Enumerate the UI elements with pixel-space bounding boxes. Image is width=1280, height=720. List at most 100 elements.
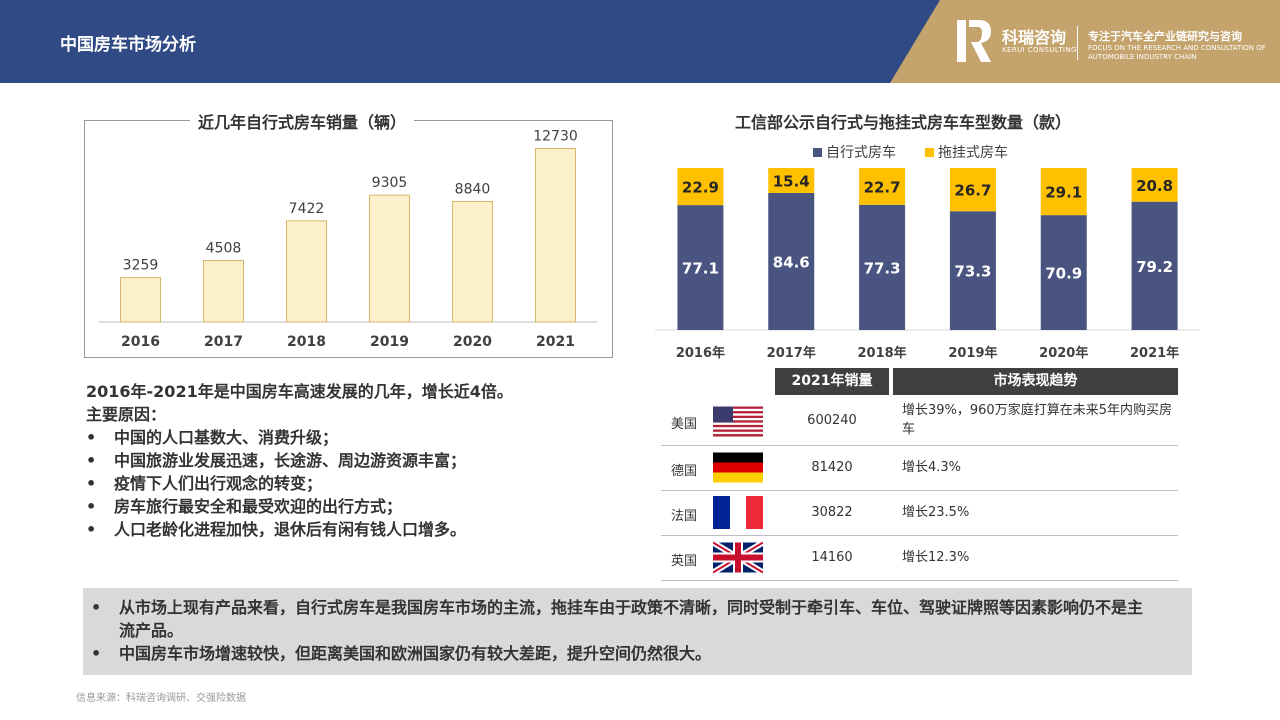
table-header-trend: 市场表现趋势 <box>893 368 1178 395</box>
tick-label: 2017 <box>204 334 243 350</box>
bar-segment <box>859 168 906 205</box>
summary-box: 从市场上现有产品来看，自行式房车是我国房车市场的主流，拖挂车由于政策不清晰，同时… <box>83 588 1192 675</box>
bar <box>120 277 161 323</box>
table-header-sales: 2021年销量 <box>775 368 889 395</box>
list-item: 从市场上现有产品来看，自行式房车是我国房车市场的主流，拖挂车由于政策不清晰，同时… <box>91 596 1152 642</box>
table-row: 英国 14160 增长12.3% <box>661 536 1178 581</box>
trend-text: 增长23.5% <box>902 505 970 520</box>
kerui-logo-icon <box>957 20 991 62</box>
data-label: 3259 <box>123 258 159 274</box>
data-label: 7422 <box>289 201 325 217</box>
tick-label: 2018 <box>287 334 326 350</box>
list-item: 中国旅游业发展迅速，长途游、周边游资源丰富； <box>86 449 606 472</box>
data-label: 77.1 <box>682 260 719 278</box>
data-label: 4508 <box>206 241 242 257</box>
sales-value: 81420 <box>811 460 853 475</box>
table-row: 德国 81420 增长4.3% <box>661 446 1178 491</box>
data-label: 22.9 <box>682 179 719 197</box>
bar-segment <box>768 192 815 330</box>
list-item: 疫情下人们出行观念的转变； <box>86 472 606 495</box>
list-item: 人口老龄化进程加快，退休后有闲有钱人口增多。 <box>86 518 606 541</box>
tick-label: 2020年 <box>1039 345 1088 361</box>
analysis-heading: 2016年-2021年是中国房车高速发展的几年，增长近4倍。 <box>86 382 513 401</box>
tick-label: 2020 <box>453 334 492 350</box>
bar-segment <box>768 168 815 193</box>
analysis-block: 2016年-2021年是中国房车高速发展的几年，增长近4倍。 主要原因： 中国的… <box>86 380 606 541</box>
bar-segment <box>949 168 996 212</box>
us-flag-icon <box>713 406 763 437</box>
country-name: 法国 <box>671 509 698 524</box>
reasons-list: 中国的人口基数大、消费升级； 中国旅游业发展迅速，长途游、周边游资源丰富； 疫情… <box>86 426 606 541</box>
sales-value: 30822 <box>811 505 853 520</box>
bar-segment <box>1131 201 1178 330</box>
data-label: 8840 <box>455 182 491 198</box>
sales-bar-chart: 3259 2016 4508 2017 7422 2018 9305 2019 8840 2020… <box>99 128 597 350</box>
bar-segment <box>1040 168 1087 216</box>
data-label: 79.2 <box>1136 258 1173 276</box>
models-chart-title: 工信部公示自行式与拖挂式房车车型数量（款） <box>735 113 1072 132</box>
bar-segment <box>677 205 724 330</box>
table-row: 法国 30822 增长23.5% <box>661 491 1178 536</box>
bar <box>203 260 244 323</box>
data-label: 20.8 <box>1136 177 1173 195</box>
tick-label: 2019 <box>370 334 409 350</box>
bar-segment <box>677 168 724 206</box>
legend-swatch <box>813 148 822 157</box>
bar <box>369 194 410 323</box>
data-label: 84.6 <box>773 253 810 271</box>
legend-label: 自行式房车 <box>826 144 896 161</box>
uk-flag-icon <box>713 541 763 574</box>
table-row: 美国 600240 增长39%，960万家庭打算在未来5年内购买房车 <box>661 397 1178 446</box>
list-item: 中国房车市场增速较快，但距离美国和欧洲国家仍有较大差距，提升空间仍然很大。 <box>91 642 1152 665</box>
tick-label: 2019年 <box>948 345 997 361</box>
models-stacked-chart: 自行式房车 拖挂式房车 77.1 22.9 2016年 84.6 15.4 2017年 77.3… <box>655 144 1200 361</box>
brand-divider <box>1077 26 1078 60</box>
tick-label: 2021年 <box>1130 345 1179 361</box>
country-name: 美国 <box>671 417 698 432</box>
data-label: 22.7 <box>864 178 901 196</box>
reasons-title: 主要原因： <box>86 405 167 424</box>
trend-text: 增长12.3% <box>902 550 970 565</box>
bar-segment <box>949 211 996 330</box>
data-label: 73.3 <box>954 263 991 281</box>
data-label: 26.7 <box>954 182 991 200</box>
bar-segment <box>1131 168 1178 202</box>
bar-segment <box>859 204 906 330</box>
bar-segment <box>1040 215 1087 330</box>
brand-slogan-en: FOCUS ON THE RESEARCH AND CONSULTATION O… <box>1088 44 1266 61</box>
tick-label: 2016年 <box>676 345 725 361</box>
tick-label: 2018年 <box>857 345 906 361</box>
data-label: 70.9 <box>1045 265 1082 283</box>
trend-text: 增长4.3% <box>902 460 962 475</box>
data-label: 29.1 <box>1045 184 1082 202</box>
legend-label: 拖挂式房车 <box>938 144 1008 161</box>
bar <box>286 220 327 323</box>
de-flag-icon <box>713 452 763 483</box>
sales-chart-title: 近几年自行式房车销量（辆） <box>190 109 415 133</box>
brand-panel <box>890 0 1280 83</box>
list-item: 房车旅行最安全和最受欢迎的出行方式； <box>86 495 606 518</box>
bar <box>452 201 493 323</box>
data-label: 15.4 <box>773 172 810 190</box>
sales-chart-frame: 3259 2016 4508 2017 7422 2018 9305 2019 8840 2020… <box>84 120 613 358</box>
tick-label: 2021 <box>536 334 575 350</box>
legend-swatch <box>925 148 934 157</box>
country-name: 英国 <box>671 554 698 569</box>
bar <box>535 147 576 323</box>
tick-label: 2016 <box>121 334 160 350</box>
data-label: 9305 <box>372 175 408 191</box>
brand-slogan: 专注于汽车全产业链研究与咨询 <box>1088 30 1242 43</box>
sales-value: 600240 <box>807 413 857 428</box>
page-title: 中国房车市场分析 <box>60 35 196 55</box>
brand-name-en: KERUI CONSULTING <box>1002 46 1077 54</box>
trend-text: 增长39%，960万家庭打算在未来5年内购买房车 <box>902 403 1172 437</box>
data-label: 77.3 <box>864 259 901 277</box>
data-label: 12730 <box>533 128 578 144</box>
sales-value: 14160 <box>811 550 853 565</box>
source-note: 信息来源：科瑞咨询调研、交强险数据 <box>76 693 246 704</box>
country-name: 德国 <box>671 464 698 479</box>
tick-label: 2017年 <box>767 345 816 361</box>
list-item: 中国的人口基数大、消费升级； <box>86 426 606 449</box>
fr-flag-icon <box>713 496 763 529</box>
brand-name: 科瑞咨询 <box>1002 28 1067 47</box>
